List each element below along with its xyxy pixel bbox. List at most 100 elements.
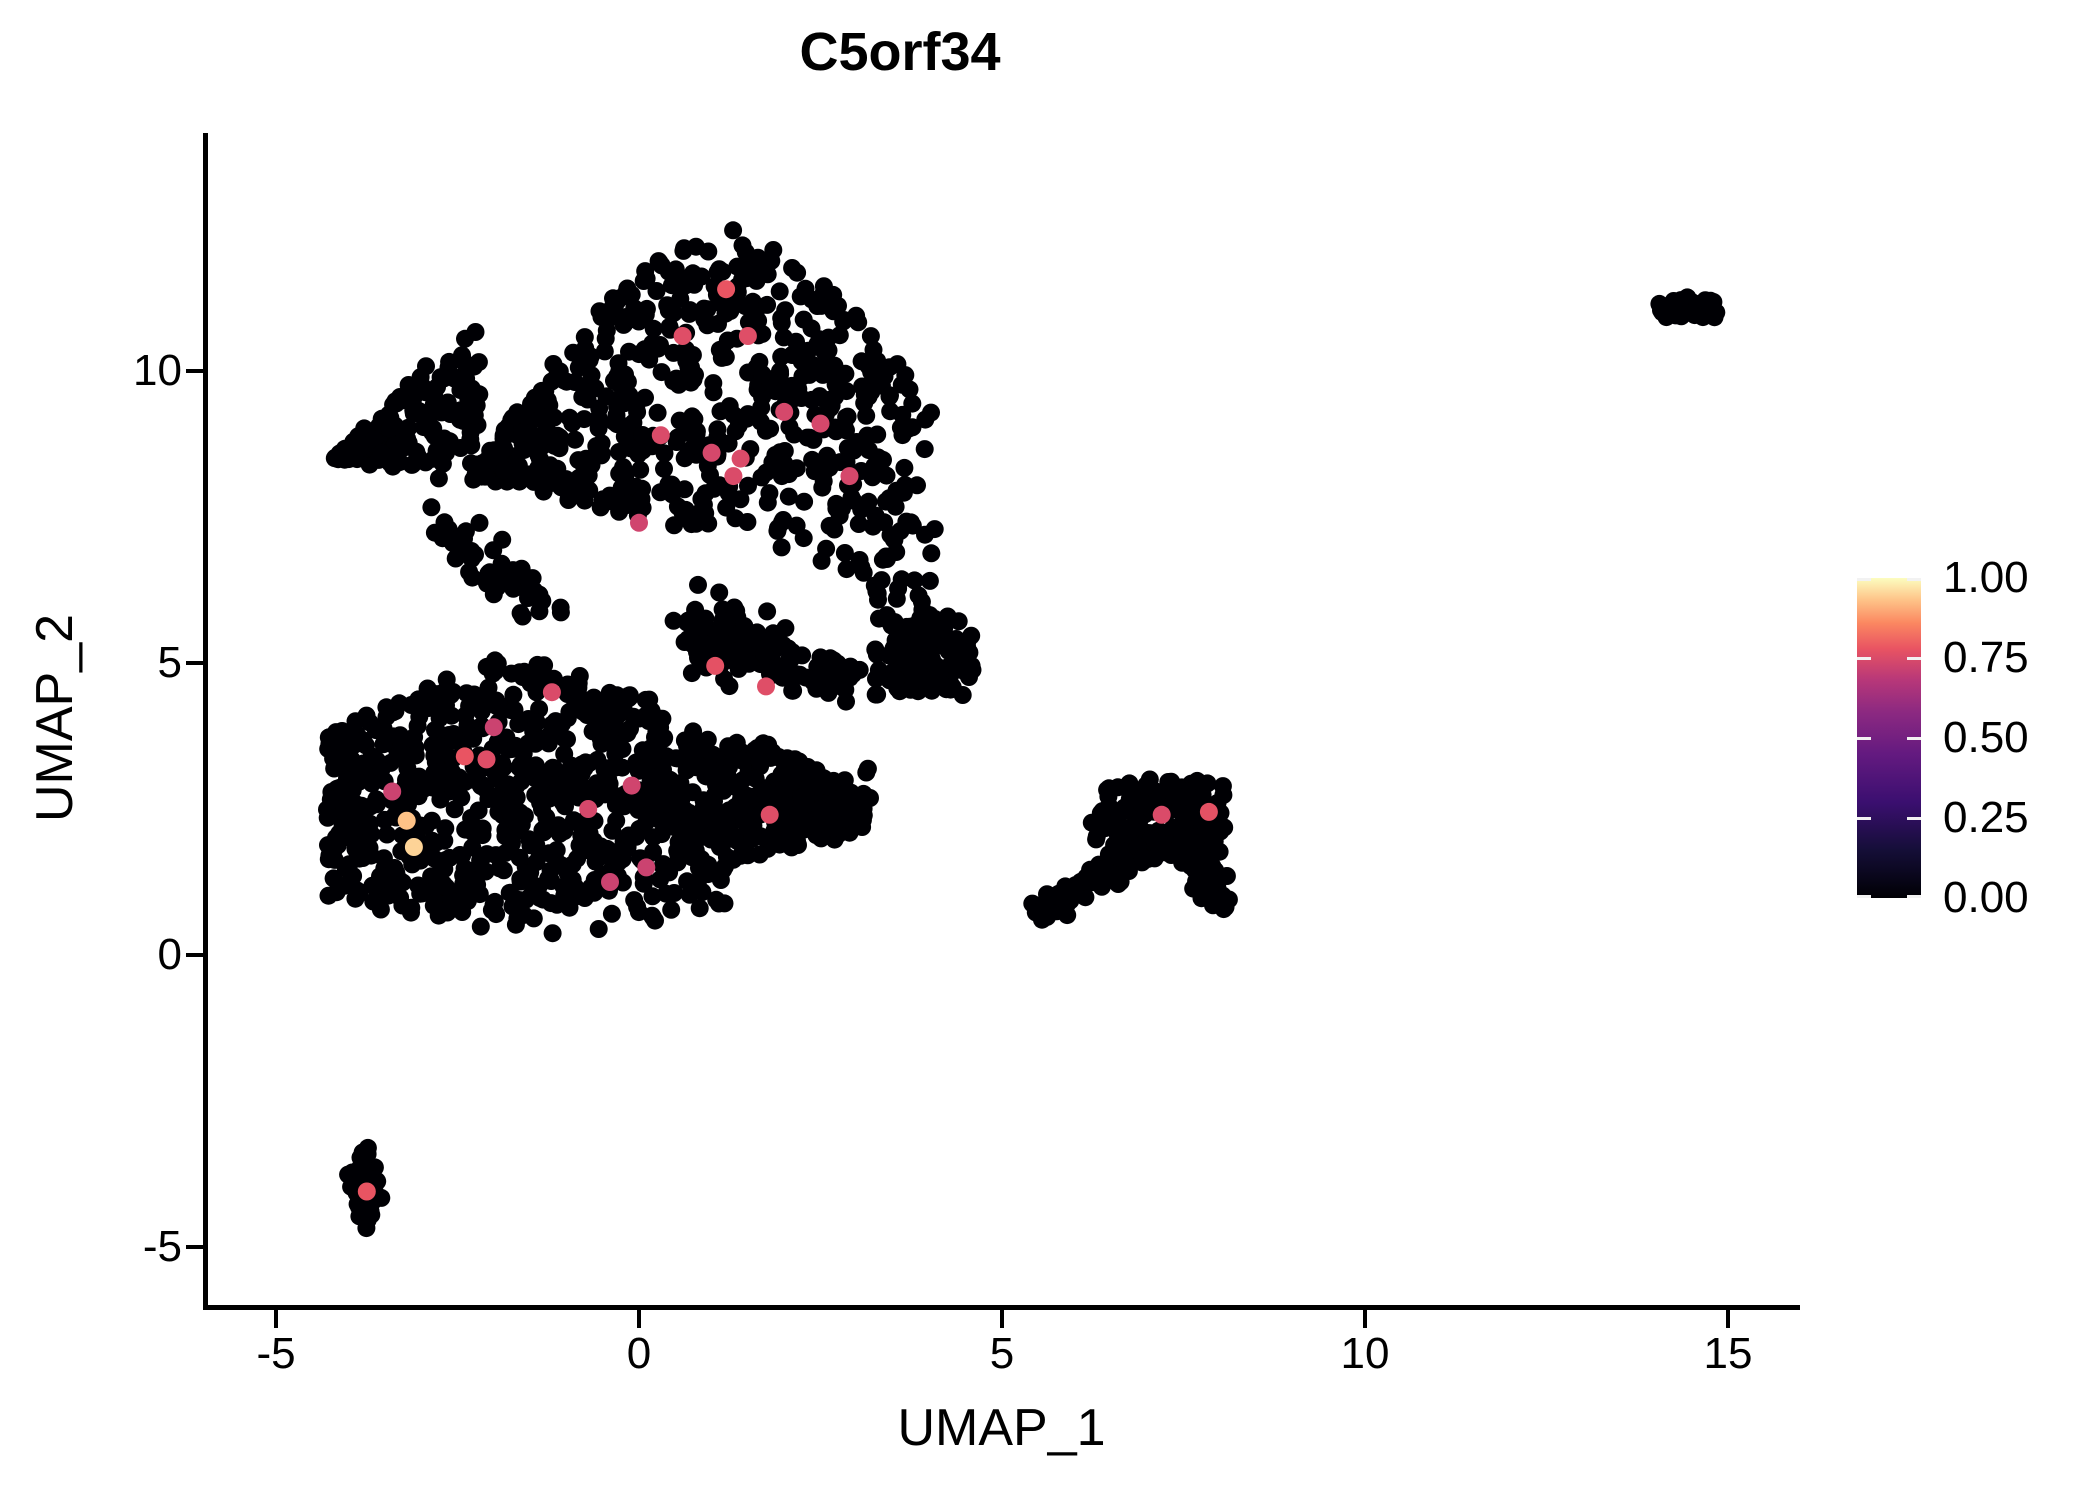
umap-point (602, 904, 621, 923)
umap-point (849, 313, 868, 332)
umap-point (692, 490, 711, 508)
umap-point (613, 740, 632, 758)
umap-point (880, 489, 899, 508)
umap-point (772, 765, 791, 784)
umap-point (655, 459, 673, 478)
umap-point (453, 846, 472, 865)
umap-point-highlighted (622, 776, 641, 795)
umap-point (770, 785, 789, 804)
umap-point (528, 655, 547, 674)
umap-point (542, 473, 561, 492)
umap-point (407, 442, 426, 461)
umap-point-highlighted (775, 402, 794, 421)
y-tick-mark (186, 953, 204, 957)
umap-point (770, 282, 789, 301)
umap-point (772, 538, 791, 557)
umap-point (414, 418, 433, 437)
umap-point (791, 287, 810, 306)
umap-point (1120, 790, 1139, 809)
umap-point (788, 263, 807, 282)
umap-point (762, 630, 781, 649)
umap-point (660, 317, 679, 336)
umap-point (690, 757, 709, 776)
umap-point (458, 716, 477, 735)
umap-point (555, 729, 574, 748)
umap-point (513, 668, 532, 687)
umap-point (607, 292, 626, 311)
x-tick-label: 0 (626, 1329, 652, 1378)
umap-point (858, 426, 877, 445)
umap-point (583, 697, 602, 716)
umap-point (710, 340, 729, 359)
umap-point (637, 812, 656, 831)
umap-point (814, 342, 833, 361)
umap-point (678, 736, 696, 755)
umap-point (618, 279, 637, 298)
umap-point (477, 845, 496, 864)
umap-point (581, 347, 600, 366)
umap-point (1660, 297, 1679, 316)
umap-point (1133, 848, 1152, 867)
umap-point (552, 856, 571, 875)
umap-point (680, 301, 699, 320)
umap-point (723, 294, 742, 313)
umap-point (708, 263, 727, 282)
umap-point (733, 771, 752, 790)
umap-point (1164, 818, 1183, 837)
umap-point (718, 764, 737, 783)
x-tick-label: 5 (989, 1329, 1015, 1378)
umap-point (824, 819, 843, 838)
umap-point (724, 221, 743, 240)
umap-point (953, 686, 972, 704)
umap-point (434, 369, 453, 388)
umap-point (710, 476, 729, 495)
umap-point (517, 574, 536, 593)
umap-point (334, 733, 353, 752)
umap-point (423, 736, 442, 755)
umap-point (643, 908, 662, 927)
umap-point (783, 681, 802, 700)
x-tick-mark (637, 1310, 641, 1328)
umap-point (536, 381, 555, 400)
umap-point (673, 803, 692, 821)
umap-point (682, 664, 701, 683)
umap-point-highlighted (757, 677, 775, 696)
umap-point (877, 466, 896, 485)
umap-point (694, 618, 713, 637)
umap-point (809, 777, 828, 796)
umap-point (502, 572, 521, 591)
umap-point-highlighted (706, 656, 725, 675)
umap-point (694, 797, 713, 816)
umap-point (869, 590, 887, 609)
umap-point-highlighted (760, 805, 779, 824)
scatter-plot-panel (205, 135, 1800, 1305)
umap-point (664, 372, 683, 391)
umap-point (648, 403, 667, 422)
umap-point (629, 445, 648, 464)
umap-point (862, 382, 881, 401)
umap-point (710, 583, 729, 602)
umap-point (549, 816, 568, 835)
umap-point (739, 476, 757, 495)
umap-point (825, 664, 844, 683)
umap-point (511, 755, 530, 774)
y-tick-label: -5 (142, 1222, 182, 1271)
umap-point (849, 515, 868, 533)
umap-point (902, 513, 920, 532)
umap-point (922, 544, 941, 563)
umap-point (462, 870, 481, 889)
umap-point (640, 350, 659, 369)
umap-point (943, 655, 962, 674)
umap-point (905, 571, 924, 590)
umap-point (794, 310, 813, 329)
umap-point (842, 488, 861, 507)
umap-point (779, 487, 798, 506)
umap-point (887, 670, 906, 689)
umap-point (786, 758, 805, 777)
umap-point (788, 667, 807, 686)
umap-point (362, 846, 381, 865)
umap-point (530, 602, 549, 621)
umap-point (904, 671, 923, 690)
umap-point (574, 758, 593, 777)
umap-point (867, 669, 885, 688)
